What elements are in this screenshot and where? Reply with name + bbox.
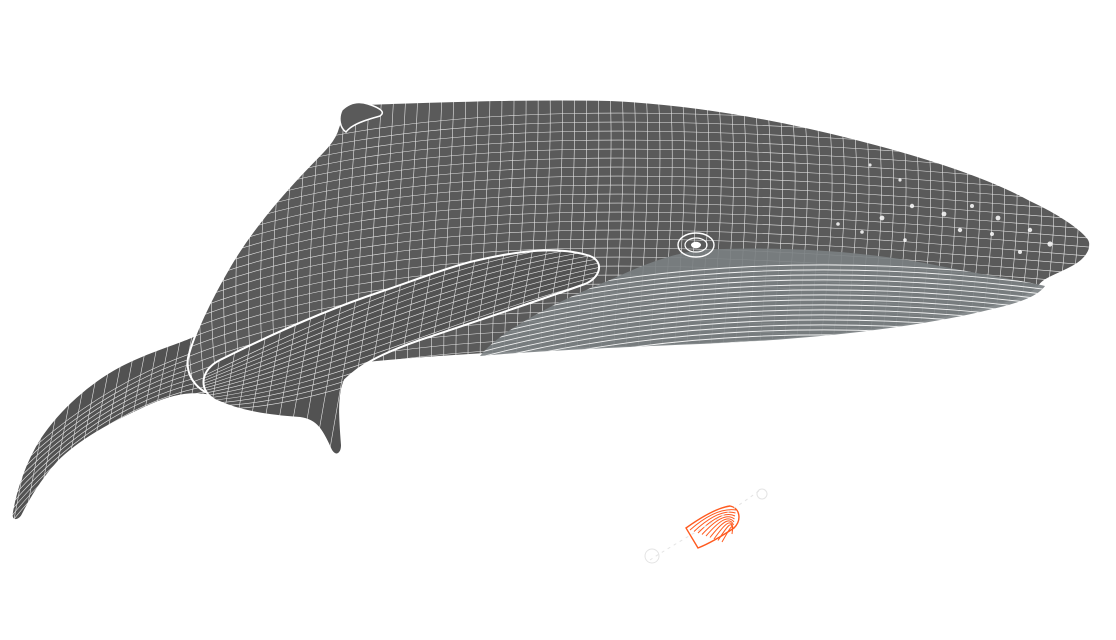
head-tubercles: [836, 163, 1053, 254]
orange-fin-accessory: [644, 488, 768, 564]
dorsal-fin: [339, 101, 384, 134]
whale-eye: [677, 232, 715, 258]
